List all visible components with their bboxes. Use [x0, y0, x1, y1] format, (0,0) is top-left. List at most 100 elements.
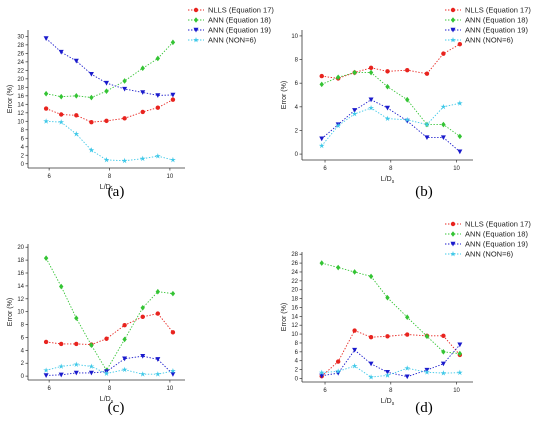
legend-entry-label: NLLS (Equation 17) [465, 6, 531, 15]
data-point [140, 353, 146, 359]
x-tick-label: 6 [47, 174, 51, 180]
y-tick-label: 16 [17, 94, 24, 100]
data-point [122, 116, 127, 121]
data-point [170, 156, 176, 163]
data-point [457, 41, 463, 47]
series-line [321, 365, 460, 378]
data-point [43, 118, 49, 124]
y-tick-label: 14 [17, 284, 24, 290]
data-point [73, 370, 79, 376]
data-point [59, 93, 64, 100]
panel-label: (b) [415, 184, 433, 200]
data-point [74, 341, 79, 347]
data-point [155, 311, 161, 316]
legend: NLLS (Equation 17)ANN (Equation 18)ANN (… [188, 6, 274, 45]
series-ann-non-6 [43, 361, 176, 377]
data-point [170, 39, 176, 46]
legend-entry-label: ANN (Equation 18) [465, 16, 528, 25]
y-tick-label: 6 [21, 136, 25, 142]
data-point [441, 333, 446, 339]
series-ann-equation-18 [319, 69, 463, 140]
data-point [121, 157, 128, 164]
x-tick-label: 10 [167, 174, 174, 180]
data-point [368, 273, 374, 280]
y-tick-label: 26 [17, 51, 24, 57]
series-line [321, 344, 461, 378]
data-point [319, 81, 324, 88]
y-tick-label: 8 [295, 58, 299, 64]
y-tick-label: 2 [21, 153, 25, 159]
y-tick-label: 4 [21, 348, 25, 354]
y-tick-label: 18 [17, 85, 24, 91]
data-point [73, 58, 79, 64]
data-point [155, 93, 161, 98]
data-point [89, 342, 94, 348]
data-point [140, 305, 145, 311]
data-point [385, 69, 390, 74]
legend-entry-label: ANN (NON=6) [208, 36, 257, 45]
data-point [457, 342, 463, 348]
y-tick-label: 16 [291, 305, 298, 311]
legend-entry-label: ANN (Equation 19) [208, 26, 271, 35]
y-axis-label: Error (%) [7, 298, 14, 326]
data-point [122, 86, 128, 92]
data-point [440, 135, 446, 141]
data-point [155, 55, 161, 62]
x-tick-label: 6 [47, 386, 51, 392]
legend-entry-label: ANN (NON=6) [465, 36, 514, 45]
series-ann-non-6 [318, 363, 463, 380]
data-point [335, 370, 341, 376]
data-point [104, 336, 109, 341]
data-point [352, 69, 357, 76]
data-point [139, 371, 146, 377]
y-tick-label: 24 [17, 60, 24, 66]
data-point [404, 374, 410, 380]
data-point [368, 361, 374, 367]
legend-entry-label: ANN (Equation 18) [208, 16, 271, 25]
data-point [405, 314, 410, 321]
data-point [384, 115, 391, 122]
series-ann-equation-18 [319, 260, 463, 357]
data-point [73, 361, 80, 367]
legend-entry-label: NLLS (Equation 17) [465, 220, 531, 229]
data-point [352, 269, 357, 275]
series-line [45, 257, 173, 372]
series-line [46, 313, 174, 346]
data-point [104, 80, 109, 86]
data-point [368, 69, 374, 76]
data-point [122, 78, 127, 84]
series-nlls-equation-17 [43, 97, 176, 125]
data-point [456, 369, 463, 376]
series-line [45, 38, 173, 96]
data-point [43, 367, 49, 373]
data-point [88, 147, 95, 153]
data-point [352, 108, 358, 113]
y-axis-label: Error (%) [281, 303, 288, 331]
data-point [404, 365, 411, 371]
y-tick-label: 30 [17, 34, 24, 40]
data-point [140, 65, 145, 72]
y-tick-label: 20 [17, 77, 24, 83]
data-point [89, 94, 94, 101]
legend-marker [193, 7, 199, 13]
data-point [88, 363, 95, 369]
data-point [58, 363, 65, 369]
y-tick-label: 6 [295, 350, 299, 356]
data-point [58, 372, 64, 378]
x-tick-label: 10 [453, 166, 460, 172]
data-point [385, 105, 390, 111]
data-point [351, 110, 358, 117]
series-ann-non-6 [43, 118, 176, 164]
data-point [385, 83, 390, 90]
data-point [318, 142, 325, 149]
data-point [424, 333, 430, 340]
data-point [170, 330, 176, 335]
y-tick-label: 18 [17, 258, 24, 264]
y-tick-label: 4 [295, 359, 299, 365]
data-point [43, 255, 49, 261]
x-tick-label: 10 [453, 388, 460, 394]
y-tick-label: 12 [291, 323, 298, 329]
data-point [140, 314, 145, 320]
